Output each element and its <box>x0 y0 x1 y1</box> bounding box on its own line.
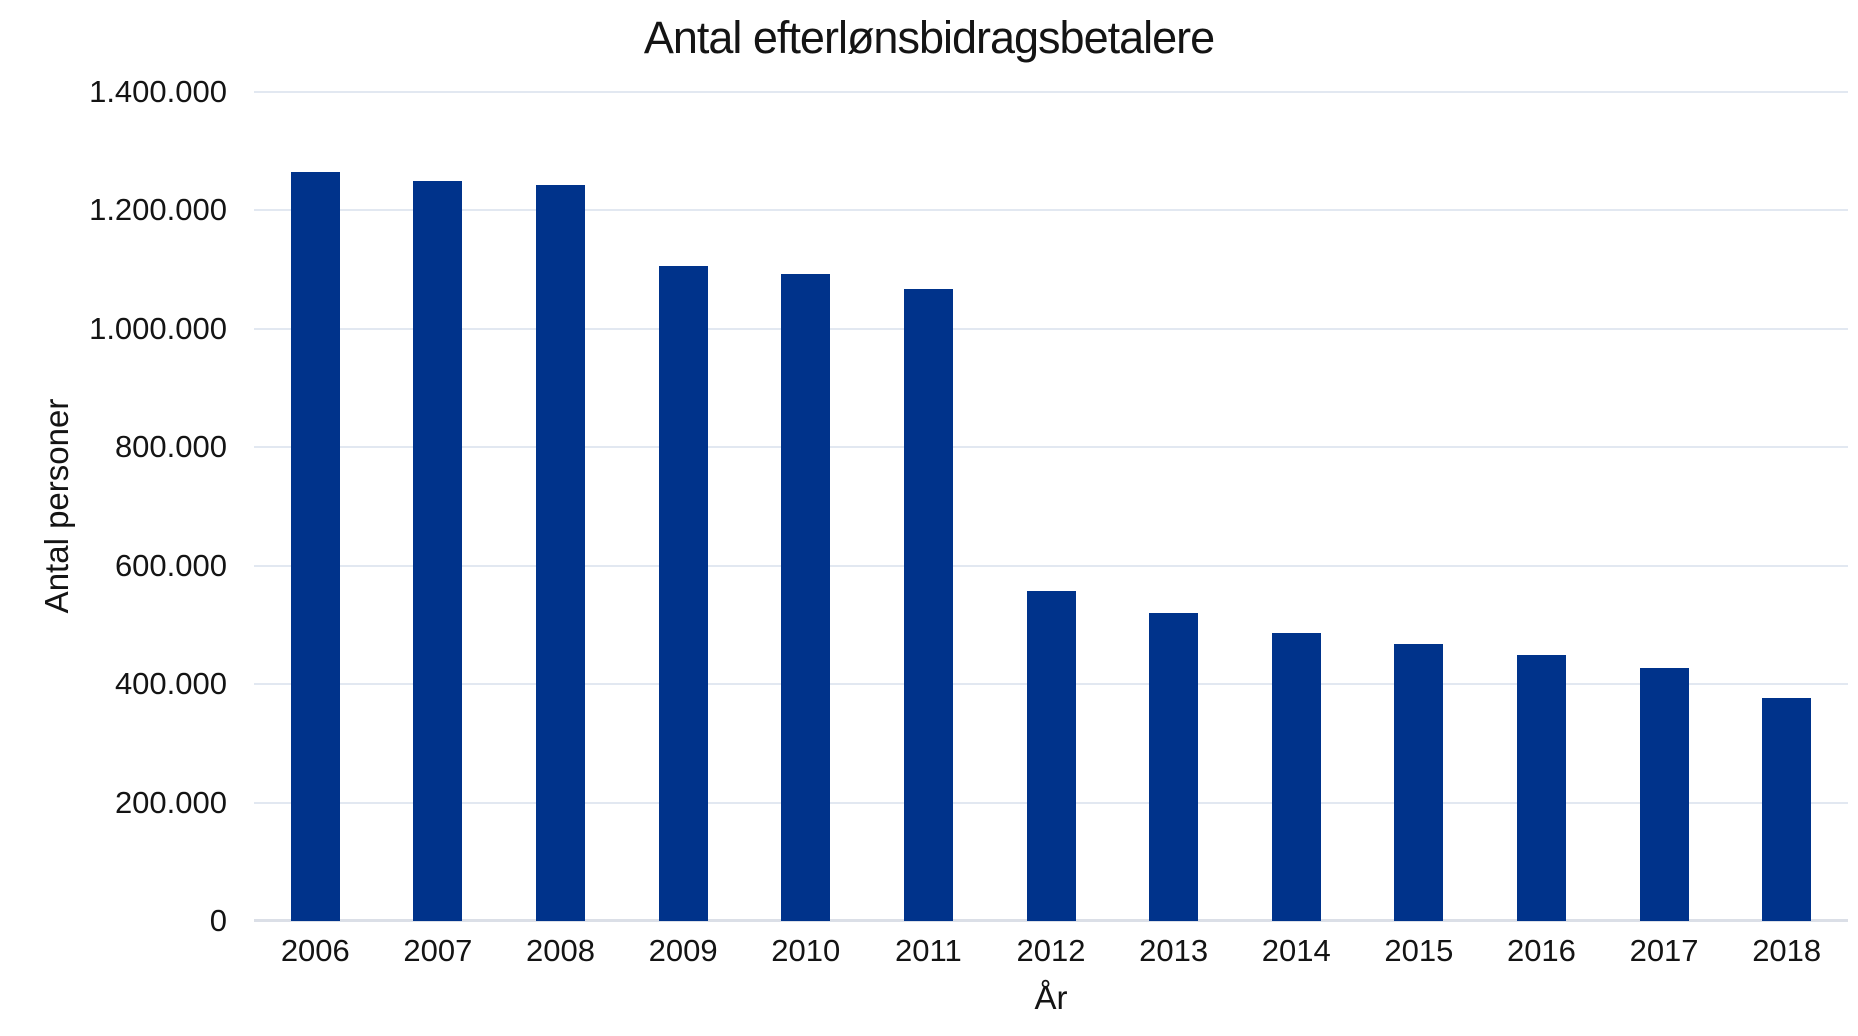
x-tick-label: 2014 <box>1261 933 1331 968</box>
bar-2014 <box>1271 632 1321 921</box>
bar-2016 <box>1516 654 1566 921</box>
x-tick-label: 2006 <box>280 933 350 968</box>
gridline <box>254 91 1848 93</box>
gridline <box>254 209 1848 212</box>
x-tick-label: 2013 <box>1139 933 1209 968</box>
x-tick-label: 2017 <box>1629 933 1699 968</box>
plot-area <box>254 91 1848 922</box>
y-tick-label: 200.000 <box>114 784 227 820</box>
x-tick-label: 2010 <box>771 933 841 968</box>
gridline <box>254 564 1848 567</box>
y-tick-label: 400.000 <box>114 666 227 702</box>
y-tick-label: 600.000 <box>114 547 227 583</box>
x-axis-title: År <box>1034 979 1068 1016</box>
gridline <box>254 327 1848 330</box>
bar-2009 <box>658 265 708 921</box>
x-tick-label: 2009 <box>648 933 718 968</box>
x-tick-label: 2018 <box>1752 933 1822 968</box>
y-tick-label: 1.200.000 <box>89 192 227 228</box>
x-tick-label: 2012 <box>1016 933 1086 968</box>
y-tick-label: 0 <box>209 903 227 938</box>
bar-2015 <box>1394 643 1444 921</box>
bar-2013 <box>1149 613 1199 921</box>
y-tick-label: 1.400.000 <box>89 74 227 109</box>
bar-2011 <box>903 288 953 921</box>
x-tick-label: 2016 <box>1506 933 1576 968</box>
x-tick-label: 2011 <box>895 933 962 968</box>
x-tick-label: 2007 <box>403 933 473 968</box>
bar-2007 <box>413 180 463 921</box>
x-tick-label: 2015 <box>1384 933 1454 968</box>
bar-2012 <box>1026 590 1076 921</box>
gridline <box>254 446 1848 449</box>
bar-2010 <box>781 273 831 921</box>
y-tick-label: 800.000 <box>114 429 227 465</box>
bar-2018 <box>1762 697 1812 921</box>
bar-2008 <box>536 184 586 921</box>
chart-title: Antal efterlønsbidragsbetalere <box>643 12 1215 63</box>
x-tick-label: 2008 <box>526 933 595 968</box>
bar-2006 <box>290 171 340 921</box>
bar-2017 <box>1639 667 1689 921</box>
y-tick-label: 1.000.000 <box>89 310 227 346</box>
